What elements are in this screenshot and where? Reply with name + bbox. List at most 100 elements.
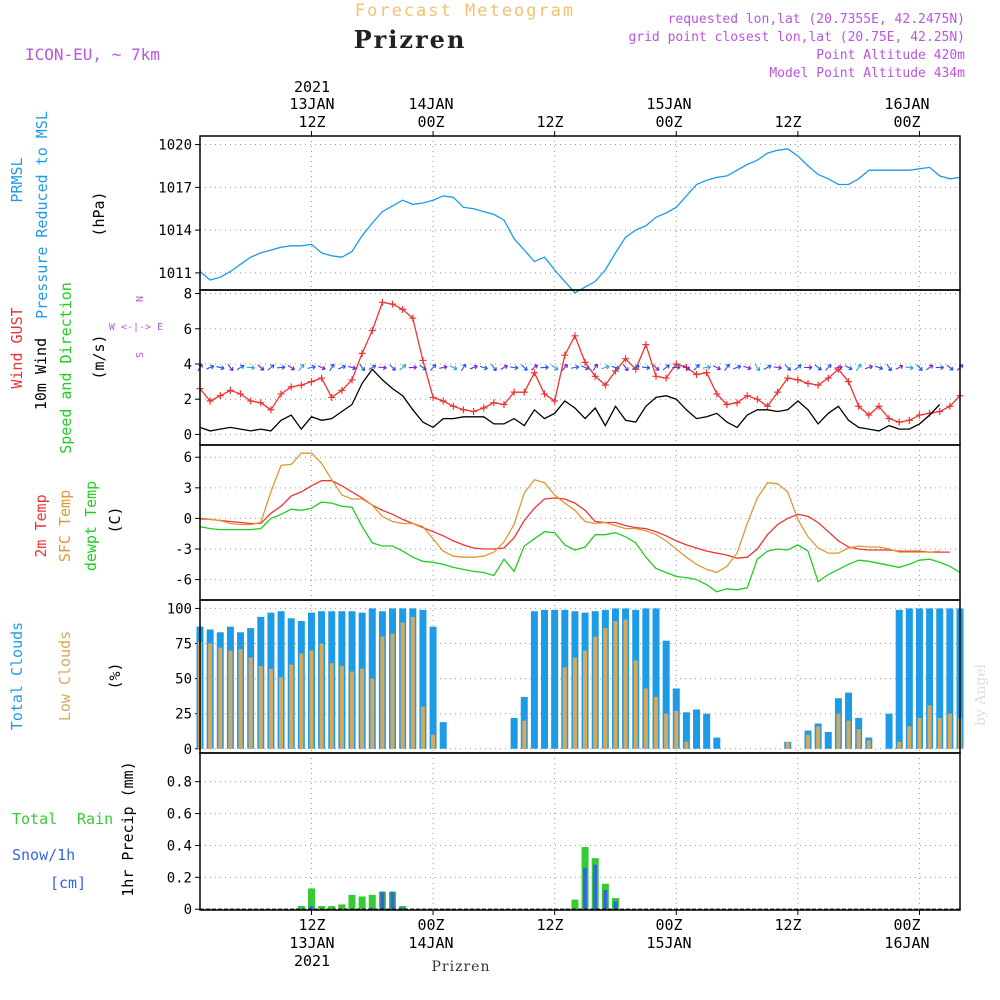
pressure-label-2: Pressure Reduced to MSL xyxy=(33,111,51,319)
wind-direction-arrow xyxy=(804,365,813,370)
total-cloud-bar xyxy=(541,609,549,749)
gust-marker xyxy=(794,376,802,384)
wind-direction-arrow xyxy=(712,365,721,371)
wind-direction-arrow xyxy=(834,364,843,370)
gust-marker xyxy=(672,360,680,368)
y-tick-label: 1020 xyxy=(158,138,192,154)
snow-bar xyxy=(583,867,588,910)
gust-marker xyxy=(622,355,630,363)
wind-direction-arrow xyxy=(724,363,730,372)
top-time-axis: 2021 13JAN 12Z 14JAN 00Z 12Z 15JAN 00Z 1… xyxy=(289,78,929,131)
gust-marker xyxy=(257,399,265,407)
total-cloud-bar xyxy=(652,608,660,749)
temperature-panel: -6 -3 0 3 6 xyxy=(175,444,961,601)
gust-marker xyxy=(814,381,822,389)
wind-direction-arrow xyxy=(814,364,822,371)
gust-marker xyxy=(571,332,579,340)
total-cloud-bar xyxy=(419,609,427,749)
rain-bar xyxy=(338,904,346,910)
clouds-panel: 0 25 50 75 100 xyxy=(167,599,964,758)
total-cloud-bar xyxy=(368,608,376,749)
gust-marker xyxy=(885,415,893,423)
y-tick-label: 3 xyxy=(184,481,192,497)
wind-direction-arrow xyxy=(886,363,892,372)
pressure-panel: 1011 1014 1017 1020 xyxy=(158,135,961,294)
y-tick-label: 0.6 xyxy=(167,807,192,823)
wind-direction-arrow xyxy=(347,365,357,371)
low-cloud-bar xyxy=(420,706,425,749)
gust-marker xyxy=(561,351,569,359)
10m-wind-line xyxy=(199,368,941,432)
top-tick-date: 13JAN xyxy=(289,95,334,113)
total-cloud-bar xyxy=(713,737,721,749)
wind-direction-label: Speed and Direction xyxy=(57,282,75,454)
gust-marker xyxy=(804,379,812,387)
wind-direction-arrow xyxy=(317,365,326,371)
gust-marker xyxy=(855,402,863,410)
total-cloud-bar xyxy=(824,731,832,749)
top-tick-date: 14JAN xyxy=(408,95,453,113)
gust-marker xyxy=(399,305,407,313)
low-cloud-bar xyxy=(431,734,436,749)
wind-direction-arrow xyxy=(672,365,681,370)
gust-marker xyxy=(378,298,386,306)
low-cloud-bar xyxy=(350,671,354,749)
total-cloud-bar xyxy=(662,640,670,749)
gust-marker xyxy=(470,408,478,416)
gust-marker xyxy=(611,367,619,375)
wind-direction-arrow xyxy=(236,364,245,371)
y-tick-label: -3 xyxy=(175,542,192,558)
gust-marker xyxy=(247,397,255,405)
low-clouds-label: Low Clouds xyxy=(56,631,74,721)
gust-marker xyxy=(297,381,305,389)
precipitation-frame xyxy=(199,752,961,911)
low-cloud-bar xyxy=(846,720,851,749)
gust-marker xyxy=(520,388,528,396)
gust-marker xyxy=(216,392,224,400)
gust-marker xyxy=(510,388,518,396)
point-altitude: Point Altitude 420m xyxy=(816,48,965,63)
low-cloud-bar xyxy=(917,717,922,749)
total-cloud-bar xyxy=(682,712,690,749)
wind-direction-arrow xyxy=(337,364,347,370)
low-cloud-bar xyxy=(360,668,365,749)
y-tick-label: 75 xyxy=(175,637,192,653)
rain-bar xyxy=(348,894,356,910)
wind-direction-arrow xyxy=(844,365,853,371)
low-cloud-bar xyxy=(633,660,638,749)
wind-direction-arrow xyxy=(389,364,396,371)
bottom-tick-year: 2021 xyxy=(294,952,330,970)
top-tick-hour: 00Z xyxy=(893,113,920,131)
wind-direction-arrow xyxy=(430,363,437,371)
compass-we-h: W <-|-> E xyxy=(109,322,163,333)
wind-direction-arrow xyxy=(794,364,802,371)
wind-direction-arrow xyxy=(378,365,387,371)
gust-marker xyxy=(834,365,842,373)
total-cloud-bar xyxy=(885,713,893,749)
wind-direction-arrow xyxy=(479,365,488,371)
low-cloud-bar xyxy=(522,720,527,749)
low-cloud-bar xyxy=(907,726,912,749)
low-cloud-bar xyxy=(289,664,294,749)
low-cloud-bar xyxy=(370,678,375,749)
pressure-frame xyxy=(199,135,961,291)
wind-direction-arrow xyxy=(570,364,580,370)
wind-gust-line xyxy=(199,301,961,423)
gust-marker xyxy=(318,374,326,382)
wind-direction-arrow xyxy=(510,365,519,371)
low-cloud-bar xyxy=(947,713,952,749)
gust-marker xyxy=(915,411,923,419)
gust-marker xyxy=(530,369,538,377)
wind-direction-arrow xyxy=(368,364,377,371)
low-cloud-bar xyxy=(654,696,658,749)
snow-unit-label: [cm] xyxy=(50,874,86,892)
wind-direction-arrow xyxy=(874,365,884,371)
wind-direction-arrow xyxy=(329,363,335,372)
low-cloud-bar xyxy=(866,740,871,749)
low-cloud-bar xyxy=(319,643,324,749)
wind-direction-arrow xyxy=(500,364,508,370)
gust-marker xyxy=(459,406,467,414)
wind-direction-arrow xyxy=(227,364,234,372)
y-tick-label: -6 xyxy=(175,573,192,589)
low-cloud-bar xyxy=(329,663,334,749)
